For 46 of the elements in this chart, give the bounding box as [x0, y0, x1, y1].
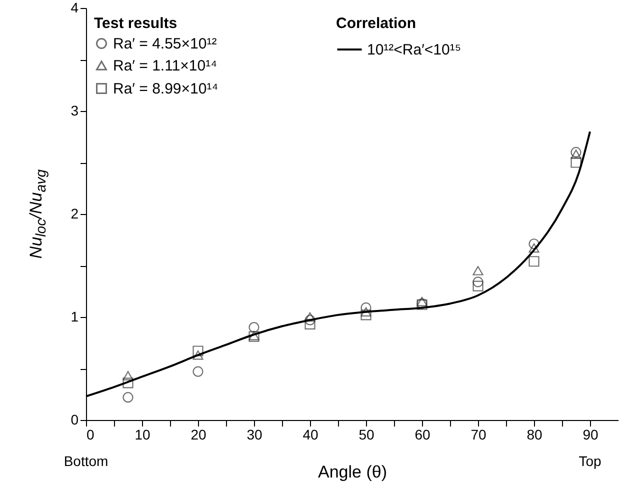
- y-tick-label: 4: [70, 0, 79, 16]
- point: [360, 302, 372, 314]
- text: Top: [578, 453, 602, 469]
- x-tick-label: 40: [302, 426, 318, 442]
- point: [360, 310, 372, 320]
- point: [192, 366, 204, 377]
- point: [122, 378, 134, 388]
- x-tick-label: 10: [134, 426, 150, 442]
- point: [528, 238, 540, 250]
- x-tick-label: 60: [414, 426, 430, 442]
- y-tick-label: 1: [70, 308, 79, 324]
- legend-title: Test results: [94, 15, 178, 32]
- point: [570, 150, 582, 159]
- point: [192, 346, 204, 356]
- x-tick-label: 70: [470, 426, 486, 442]
- legend-label: Ra′ = 4.55×10¹²: [113, 36, 217, 52]
- x-tick-label: 50: [358, 426, 374, 442]
- point: [248, 322, 260, 333]
- x-tick-label: 0: [86, 426, 94, 442]
- point: [304, 314, 316, 326]
- legend-label: Ra′ = 1.11×10¹⁴: [113, 58, 218, 74]
- x-tick-label: 30: [246, 426, 262, 442]
- annotation: Correlation: [336, 15, 416, 32]
- x-tick-label: 20: [190, 426, 206, 442]
- point: [472, 266, 484, 276]
- point: [360, 307, 372, 317]
- point: [192, 350, 204, 360]
- point: [122, 371, 134, 380]
- point: [570, 157, 582, 168]
- point: [122, 392, 134, 403]
- legend-label: 10¹²<Ra′<10¹⁵: [367, 42, 462, 58]
- y-tick-label: 0: [70, 412, 79, 428]
- point: [472, 280, 484, 292]
- point: [416, 296, 428, 306]
- point: [472, 276, 484, 288]
- legend-label: Ra′ = 8.99×10¹⁴: [113, 80, 218, 98]
- point: [304, 318, 316, 330]
- x-tick-label: 90: [582, 426, 598, 442]
- point: [528, 256, 540, 267]
- text: Bottom: [64, 453, 108, 469]
- x-tick-label: 80: [526, 426, 542, 442]
- point: [570, 146, 582, 158]
- y-tick-label: 2: [70, 206, 79, 222]
- x-axis-title: Angle (θ): [318, 462, 387, 482]
- point: [528, 243, 540, 253]
- y-tick-label: 3: [70, 102, 79, 118]
